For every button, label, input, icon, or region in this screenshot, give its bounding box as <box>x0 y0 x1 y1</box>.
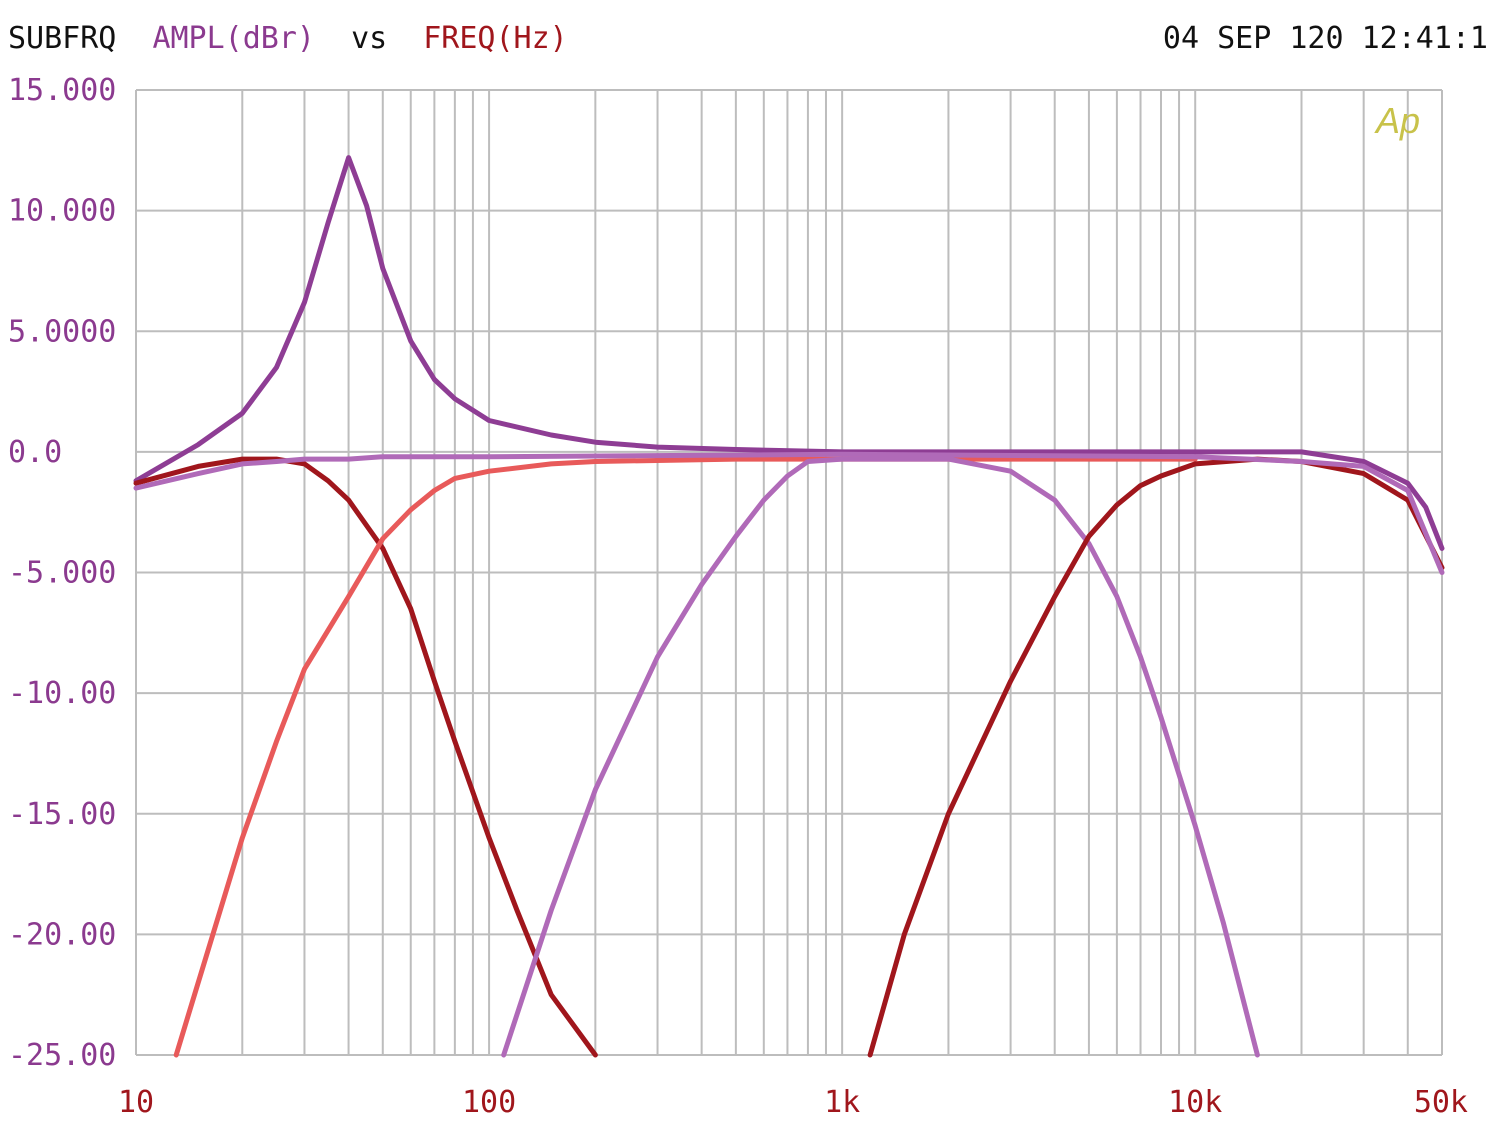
grid <box>135 89 1443 1056</box>
header-prefix: SUBFRQ <box>8 21 116 56</box>
y-tick-label: -20.00 <box>8 917 116 952</box>
y-axis-label: AMPL(dBr) <box>152 21 315 56</box>
series-line-5 <box>867 456 1445 1058</box>
svg-text:SUBFRQ AMPL(dBr) v: SUBFRQ AMPL(dBr) vs FREQ(Hz) <box>8 21 568 56</box>
series-line-1 <box>133 155 1445 551</box>
series-line-4 <box>501 456 1260 1058</box>
series-line-6 <box>133 451 1445 575</box>
timestamp: 04 SEP 120 12:41:1 <box>1163 21 1488 56</box>
y-tick-label: 10.000 <box>8 194 116 229</box>
y-tick-label: -10.00 <box>8 676 116 711</box>
x-tick-label: 1k <box>824 1085 860 1120</box>
x-tick-label: 10 <box>118 1085 154 1120</box>
x-tick-label: 10k <box>1168 1085 1222 1120</box>
series-line-2 <box>133 456 598 1058</box>
series-group <box>133 155 1445 1058</box>
x-tick-label: 50k <box>1414 1085 1468 1120</box>
chart-header: SUBFRQ AMPL(dBr) vs FREQ(Hz) 04 SEP 120 … <box>8 21 1488 56</box>
y-tick-label: 15.000 <box>8 73 116 108</box>
y-tick-label: 5.0000 <box>8 314 116 349</box>
x-tick-labels: 10 100 1k 10k 50k <box>118 1085 1468 1120</box>
series-line-3 <box>173 456 1198 1058</box>
header-vs: vs <box>351 21 387 56</box>
x-tick-label: 100 <box>462 1085 516 1120</box>
x-axis-label: FREQ(Hz) <box>423 21 568 56</box>
y-tick-label: -5.000 <box>8 556 116 591</box>
y-tick-label: -25.00 <box>8 1038 116 1073</box>
audio-precision-logo: Ap <box>1374 100 1420 141</box>
y-tick-label: -15.00 <box>8 797 116 832</box>
y-tick-labels: 15.000 10.000 5.0000 0.0 -5.000 -10.00 -15.00 -… <box>8 73 116 1073</box>
y-tick-label: 0.0 <box>8 435 62 470</box>
